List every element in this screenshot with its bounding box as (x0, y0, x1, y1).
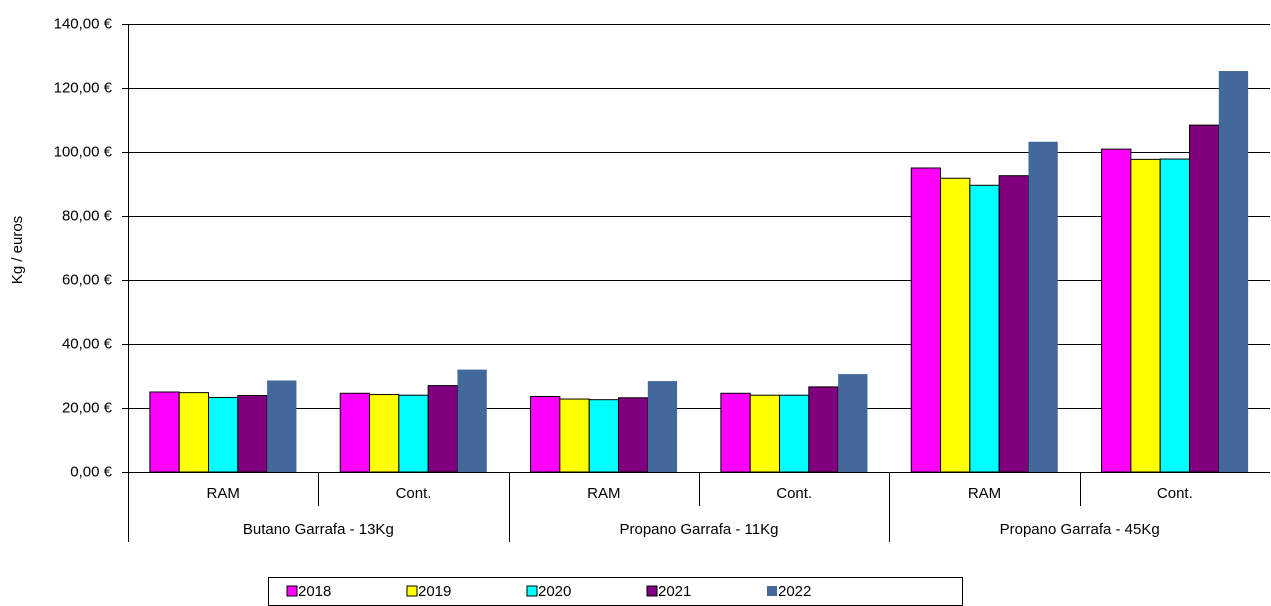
y-tick-label: 120,00 € (54, 79, 113, 96)
bar (457, 369, 487, 472)
bar (617, 397, 649, 473)
bar (267, 380, 297, 472)
group-label: Butano Garrafa - 13Kg (243, 521, 394, 538)
legend-swatch (767, 586, 777, 596)
bar (559, 398, 590, 473)
x-tick-label: Cont. (1157, 485, 1193, 502)
x-tick-label: Cont. (776, 485, 812, 502)
y-tick-label: 140,00 € (54, 15, 113, 32)
y-tick-label: 100,00 € (54, 143, 113, 160)
y-tick-label: 60,00 € (62, 271, 113, 288)
legend-label: 2022 (778, 583, 811, 600)
bar (1130, 158, 1161, 473)
y-tick-label: 40,00 € (62, 335, 113, 352)
legend-label: 2021 (658, 583, 691, 600)
bar (838, 374, 868, 472)
bar (427, 385, 458, 473)
legend-label: 2018 (298, 583, 331, 600)
bar (1159, 158, 1190, 473)
legend-swatch (526, 585, 538, 597)
x-tick-label: RAM (968, 485, 1001, 502)
y-axis-label: Kg / euros (9, 216, 26, 284)
legend-label: 2019 (418, 583, 451, 600)
bar (339, 392, 371, 473)
bar (1188, 124, 1220, 473)
bar (808, 386, 839, 473)
bar (1218, 71, 1249, 472)
bar (398, 394, 429, 473)
bar (910, 167, 942, 473)
bar (940, 177, 971, 473)
bar (969, 184, 1000, 473)
y-tick-label: 80,00 € (62, 207, 113, 224)
bar (998, 175, 1029, 473)
bar (208, 396, 239, 473)
group-label: Propano Garrafa - 11Kg (620, 521, 779, 538)
bar (779, 394, 810, 473)
x-tick-label: Cont. (396, 485, 432, 502)
legend-swatch (646, 585, 658, 597)
group-label: Propano Garrafa - 45Kg (1000, 521, 1160, 538)
legend (268, 577, 963, 606)
legend-label: 2020 (538, 583, 571, 600)
bar (647, 381, 678, 472)
bar (178, 392, 210, 473)
bar (237, 395, 268, 473)
bar (720, 392, 751, 473)
bar (530, 395, 561, 473)
bar (588, 399, 619, 473)
legend-swatch (406, 585, 418, 597)
y-tick-label: 0,00 € (70, 463, 112, 480)
y-tick-label: 20,00 € (62, 399, 113, 416)
x-tick-label: RAM (206, 485, 239, 502)
bar (1028, 141, 1058, 472)
bar (749, 394, 781, 473)
bar (1101, 148, 1132, 473)
bar (369, 394, 400, 473)
x-tick-label: RAM (587, 485, 620, 502)
bar (149, 391, 180, 473)
legend-swatch (286, 585, 298, 597)
